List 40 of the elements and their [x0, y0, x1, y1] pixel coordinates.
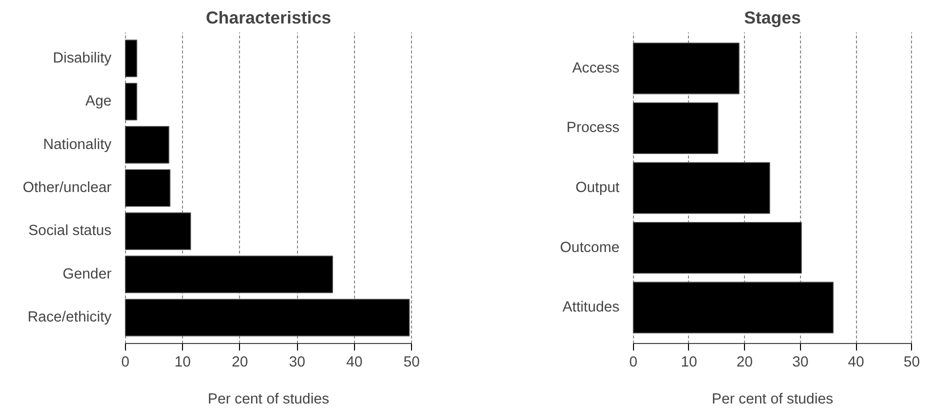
x-tick-label: 30 [288, 354, 306, 370]
y-tick-label: Gender [62, 266, 112, 282]
bar [124, 82, 138, 120]
y-tick-label: Race/ethicity [28, 310, 112, 326]
bar [124, 298, 410, 336]
bar [124, 40, 138, 78]
x-tick-label: 10 [174, 354, 191, 370]
x-tick-label: 20 [736, 354, 753, 370]
bar [124, 169, 170, 207]
y-tick-label: Attitudes [562, 300, 620, 316]
chart-title: Stages [744, 8, 801, 28]
x-tick-label: 50 [403, 354, 420, 370]
y-tick-label: Access [572, 60, 620, 76]
x-tick-label: 0 [629, 354, 638, 370]
y-tick-label: Output [576, 180, 620, 196]
bar [124, 126, 170, 164]
x-tick-label: 50 [904, 354, 920, 370]
y-tick-label: Outcome [560, 240, 620, 256]
chart-title: Characteristics [206, 8, 332, 28]
bar [124, 212, 192, 250]
x-tick-label: 10 [680, 354, 698, 370]
x-tick-label: 40 [848, 354, 864, 370]
bar [632, 102, 718, 154]
bar [124, 256, 334, 294]
x-axis-title: Per cent of studies [208, 392, 330, 408]
y-tick-label: Disability [52, 50, 112, 66]
bar [632, 162, 770, 214]
y-tick-label: Nationality [43, 136, 112, 153]
bar [632, 42, 740, 94]
y-tick-label: Process [566, 120, 620, 136]
x-tick-label: 30 [792, 354, 809, 370]
bar [632, 282, 834, 334]
x-axis-title: Per cent of studies [712, 392, 834, 408]
x-tick-label: 20 [232, 354, 248, 370]
bar [632, 222, 802, 274]
y-tick-label: Age [85, 94, 112, 110]
y-tick-label: Social status [28, 223, 112, 240]
x-tick-label: 40 [346, 354, 363, 370]
x-tick-label: 0 [121, 354, 130, 370]
y-tick-label: Other/unclear [22, 180, 112, 196]
